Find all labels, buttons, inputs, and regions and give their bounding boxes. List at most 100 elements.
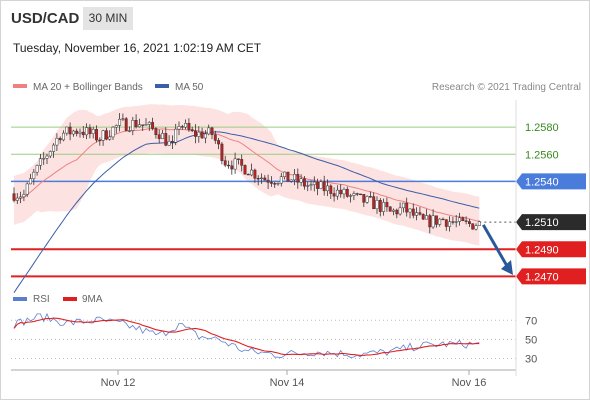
candle-body <box>279 176 283 184</box>
candle-body <box>187 122 191 130</box>
x-tick-label: Nov 12 <box>101 377 136 389</box>
candle-body <box>68 126 72 135</box>
candle-body <box>405 202 409 213</box>
candle-body <box>114 125 118 128</box>
candle-body <box>345 188 349 197</box>
candle-body <box>131 120 135 131</box>
pivot-level-label: 1.2540 <box>525 176 559 188</box>
ma20-line <box>13 128 480 222</box>
candle-body <box>359 193 362 195</box>
candle-body <box>101 130 105 141</box>
candle-body <box>444 219 448 227</box>
candle-body <box>12 193 16 201</box>
candle-body <box>474 225 478 230</box>
candle-body <box>283 171 287 177</box>
candle-body <box>194 130 197 137</box>
candle-body <box>335 189 339 197</box>
candle-body <box>401 202 405 209</box>
candle-body <box>448 221 452 227</box>
copyright-text: Research © 2021 Trading Central <box>432 82 581 93</box>
rsi-9ma-line <box>13 317 480 356</box>
candle-body <box>385 202 389 208</box>
legend-ma20-bollinger: MA 20 + Bollinger Bands <box>33 82 143 93</box>
candle-body <box>128 130 131 132</box>
legend-swatch-ma50 <box>155 84 169 88</box>
candle-body <box>461 217 465 221</box>
candle-body <box>45 155 49 159</box>
candle-body <box>62 132 65 141</box>
rsi-tick-label: 70 <box>525 315 537 327</box>
candle-body <box>121 118 125 120</box>
x-tick-label: Nov 14 <box>270 377 305 389</box>
support-level-label: 1.2470 <box>525 271 559 283</box>
candle-body <box>157 134 161 139</box>
forecast-arrow <box>482 224 509 267</box>
candles <box>12 113 481 234</box>
candle-body <box>299 178 303 183</box>
candle-body <box>124 118 128 131</box>
candle-body <box>250 169 254 176</box>
candle-body <box>233 158 237 170</box>
candle-body <box>326 185 329 192</box>
candle-body <box>147 122 151 125</box>
candle-body <box>58 137 62 141</box>
candle-body <box>286 171 290 182</box>
candle-body <box>322 181 326 192</box>
candle-body <box>137 124 141 128</box>
candle-body <box>431 215 435 228</box>
candle-body <box>161 133 164 139</box>
candle-body <box>25 183 29 195</box>
candle-body <box>342 188 346 195</box>
candle-body <box>220 143 224 161</box>
candle-body <box>464 220 468 222</box>
candle-body <box>378 200 382 212</box>
timeframe-badge[interactable]: 30 MIN <box>83 7 133 30</box>
candle-body <box>203 133 207 139</box>
candle-body <box>458 217 461 222</box>
candle-body <box>177 126 181 130</box>
candle-body <box>91 129 95 134</box>
legend-swatch-ma20 <box>13 84 27 88</box>
support-level-tag <box>516 241 586 258</box>
x-tick-label: Nov 16 <box>452 377 487 389</box>
candle-body <box>104 130 108 140</box>
candle-body <box>88 127 92 134</box>
candle-body <box>55 137 59 146</box>
candle-body <box>438 218 442 225</box>
candle-body <box>170 140 174 143</box>
candle-body <box>167 140 171 146</box>
candle-body <box>98 139 102 142</box>
candle-body <box>388 206 392 212</box>
candle-body <box>253 169 257 179</box>
candle-body <box>71 130 75 135</box>
candle-body <box>260 177 263 180</box>
legend-swatch-rsi <box>13 297 27 301</box>
chart-header: USD/CAD 30 MIN <box>0 0 590 38</box>
candle-body <box>207 127 211 135</box>
symbol-title: USD/CAD <box>11 10 80 27</box>
forecast-arrowhead <box>501 260 513 275</box>
candle-body <box>174 128 178 143</box>
candle-body <box>316 181 320 189</box>
candle-body <box>154 128 158 136</box>
candle-body <box>467 221 471 224</box>
candle-body <box>256 178 260 180</box>
candle-body <box>85 127 89 136</box>
candle-body <box>134 120 138 128</box>
candle-body <box>441 218 445 221</box>
candle-body <box>108 136 112 140</box>
resistance-label: 1.2560 <box>525 149 559 161</box>
chart-datetime: Tuesday, November 16, 2021 1:02:19 AM CE… <box>13 41 262 55</box>
candle-body <box>306 185 310 187</box>
candle-body <box>425 215 428 220</box>
candle-body <box>362 194 366 203</box>
candle-body <box>180 126 184 128</box>
ma50-line <box>13 131 480 293</box>
candle-body <box>411 208 415 216</box>
candle-body <box>19 196 23 199</box>
candle-body <box>368 196 372 198</box>
candle-body <box>141 124 145 126</box>
rsi-tick-label: 50 <box>525 334 537 346</box>
candle-body <box>263 177 267 181</box>
resistance-label: 1.2580 <box>525 122 559 134</box>
